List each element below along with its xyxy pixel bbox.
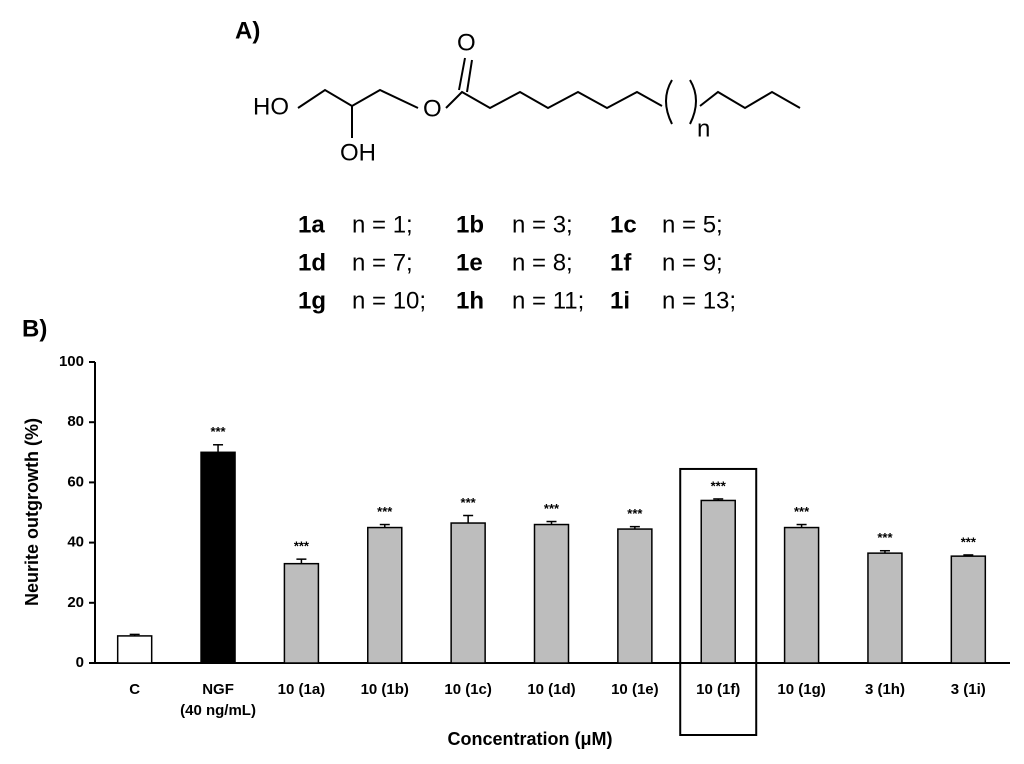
x-tick-label: 10 (1b) (361, 681, 409, 698)
x-tick-label: 10 (1g) (777, 681, 825, 698)
bond (445, 90, 663, 110)
atom: O (423, 95, 442, 122)
significance-label: *** (711, 478, 727, 493)
bar (450, 522, 486, 664)
compound-id: 1d (298, 249, 326, 276)
compound-n: n = 5; (662, 211, 723, 238)
bond (466, 59, 473, 93)
x-tick-label: 10 (1a) (278, 681, 326, 698)
y-tick-label: 40 (67, 534, 84, 551)
compound-id: 1e (456, 249, 483, 276)
x-tick-label: 10 (1c) (444, 681, 492, 698)
y-tick-label: 100 (59, 353, 84, 370)
bar (533, 523, 570, 664)
bond (297, 88, 419, 109)
atom: O (457, 29, 476, 56)
y-axis-label: Neurite outgrowth (%) (22, 418, 42, 606)
x-tick-label: C (129, 681, 140, 698)
bar (700, 499, 736, 664)
compound-id: 1f (610, 249, 632, 276)
y-tick-label: 0 (76, 654, 84, 671)
bar (367, 526, 403, 664)
compound-n: n = 1; (352, 211, 413, 238)
panel-label: A) (235, 17, 260, 44)
compound-id: 1g (298, 287, 326, 314)
atom: n (697, 115, 710, 142)
significance-label: *** (794, 504, 810, 519)
bar (950, 555, 987, 664)
structure-bonds (297, 57, 801, 138)
compound-id: 1a (298, 211, 325, 238)
significance-label: *** (210, 424, 226, 439)
y-tick-label: 20 (67, 594, 84, 611)
x-tick-label: 10 (1d) (527, 681, 575, 698)
bracket (689, 79, 697, 125)
atom: OH (340, 139, 376, 166)
compound-id: 1h (456, 287, 484, 314)
bond (458, 57, 466, 91)
bond (699, 90, 801, 110)
significance-label: *** (544, 501, 560, 516)
bar (200, 451, 236, 664)
significance-label: *** (627, 506, 643, 521)
compound-id: 1b (456, 211, 484, 238)
compound-n: n = 8; (512, 249, 573, 276)
compound-n: n = 11; (512, 287, 584, 314)
x-tick-label: 3 (1h) (865, 681, 905, 698)
atom: HO (253, 93, 289, 120)
significance-label: *** (377, 504, 393, 519)
compound-id: 1i (610, 287, 630, 314)
panel-label: B) (22, 315, 47, 342)
x-tick-label: 3 (1i) (951, 681, 986, 698)
significance-label: *** (961, 534, 977, 549)
compound-id: 1c (610, 211, 637, 238)
y-tick-label: 60 (67, 473, 84, 490)
significance-label: *** (877, 530, 893, 545)
compound-n: n = 9; (662, 249, 723, 276)
compound-n: n = 3; (512, 211, 573, 238)
x-axis-label: Concentration (μM) (448, 729, 613, 749)
highlight-box (679, 467, 758, 736)
bar (617, 528, 653, 664)
x-tick-label: 10 (1f) (696, 681, 740, 698)
compound-n: n = 13; (662, 287, 736, 314)
x-tick-label: 10 (1e) (611, 681, 659, 698)
bar (116, 635, 153, 664)
y-tick-label: 80 (67, 413, 84, 430)
significance-label: *** (461, 495, 477, 510)
bar (783, 526, 820, 664)
compound-n: n = 7; (352, 249, 413, 276)
compound-n: n = 10; (352, 287, 426, 314)
x-tick-label: NGF (40 ng/mL) (180, 681, 256, 719)
bracket (665, 79, 673, 125)
bar (867, 552, 903, 664)
significance-label: *** (294, 539, 310, 554)
bar (283, 562, 320, 664)
